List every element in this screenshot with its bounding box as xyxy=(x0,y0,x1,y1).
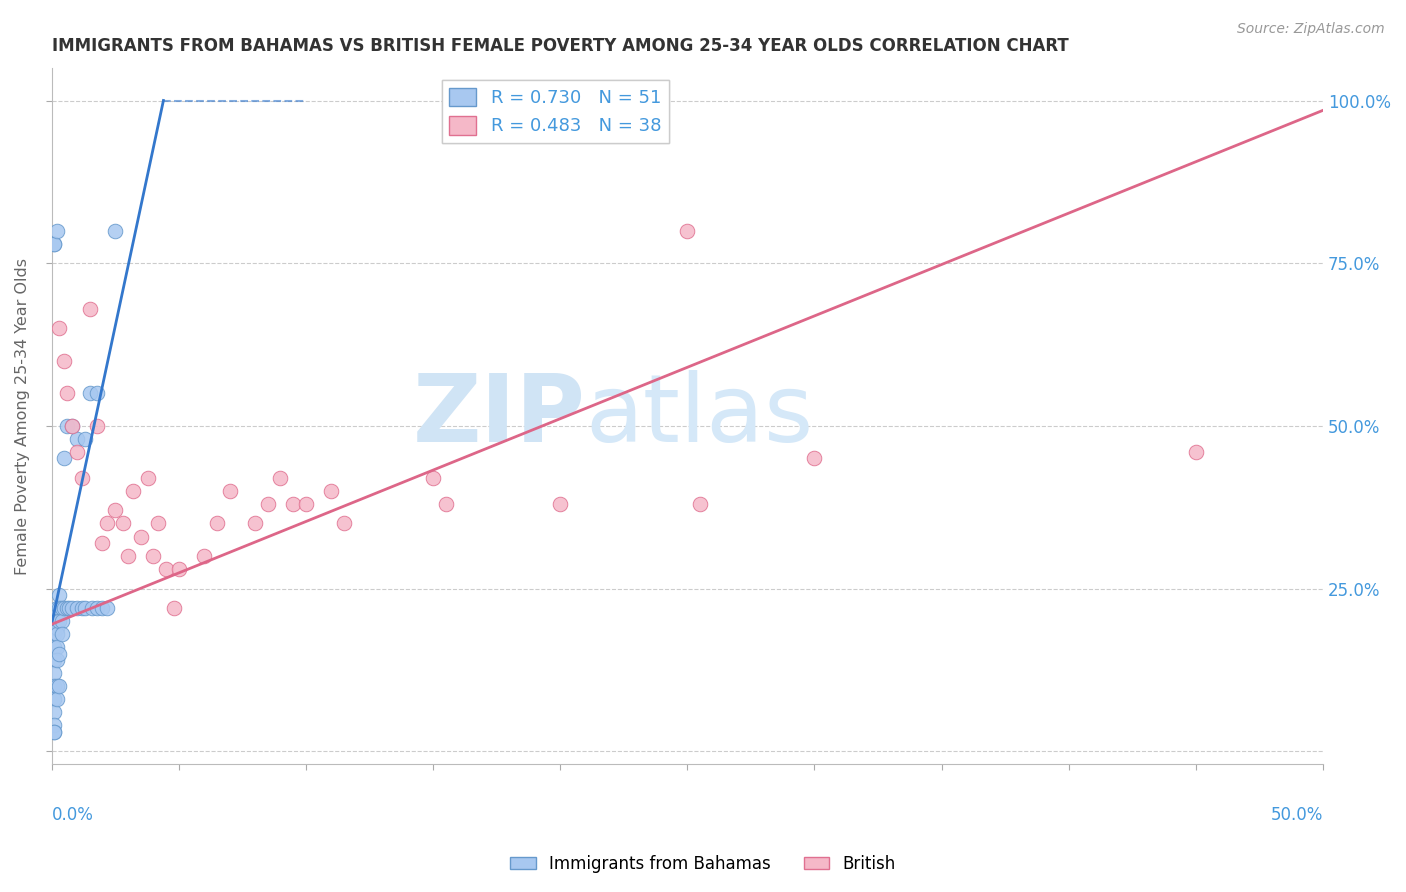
Point xyxy=(70,471,93,485)
Point xyxy=(155,562,177,576)
Point xyxy=(48,679,70,693)
Point xyxy=(42,653,65,667)
Point xyxy=(53,451,76,466)
Text: 50.0%: 50.0% xyxy=(1271,806,1323,824)
Point xyxy=(676,224,699,238)
Point xyxy=(122,483,145,498)
Point xyxy=(51,614,73,628)
Point xyxy=(333,516,356,531)
Point xyxy=(45,627,67,641)
Point xyxy=(66,601,89,615)
Y-axis label: Female Poverty Among 25-34 Year Olds: Female Poverty Among 25-34 Year Olds xyxy=(15,258,30,574)
Point xyxy=(48,588,70,602)
Point xyxy=(689,497,711,511)
Point xyxy=(73,432,96,446)
Point xyxy=(45,679,67,693)
Point xyxy=(269,471,291,485)
Point xyxy=(51,627,73,641)
Point xyxy=(42,692,65,706)
Legend: R = 0.730   N = 51, R = 0.483   N = 38: R = 0.730 N = 51, R = 0.483 N = 38 xyxy=(441,80,668,143)
Point xyxy=(79,386,101,401)
Point xyxy=(45,224,67,238)
Text: IMMIGRANTS FROM BAHAMAS VS BRITISH FEMALE POVERTY AMONG 25-34 YEAR OLDS CORRELAT: IMMIGRANTS FROM BAHAMAS VS BRITISH FEMAL… xyxy=(52,37,1069,55)
Point xyxy=(42,718,65,732)
Point xyxy=(73,601,96,615)
Point xyxy=(321,483,343,498)
Point xyxy=(243,516,266,531)
Point xyxy=(42,666,65,681)
Point xyxy=(167,562,190,576)
Point xyxy=(60,418,83,433)
Point xyxy=(803,451,825,466)
Point xyxy=(162,601,184,615)
Point xyxy=(148,516,170,531)
Point xyxy=(256,497,278,511)
Point xyxy=(142,549,165,563)
Point xyxy=(136,471,159,485)
Text: ZIP: ZIP xyxy=(413,370,586,462)
Point xyxy=(295,497,318,511)
Point xyxy=(82,601,104,615)
Point xyxy=(422,471,444,485)
Text: 0.0%: 0.0% xyxy=(52,806,93,824)
Point xyxy=(42,621,65,635)
Point xyxy=(53,353,76,368)
Point xyxy=(42,679,65,693)
Point xyxy=(48,321,70,335)
Point xyxy=(53,601,76,615)
Point xyxy=(434,497,457,511)
Point xyxy=(281,497,304,511)
Point xyxy=(117,549,139,563)
Point xyxy=(79,301,101,316)
Point xyxy=(42,640,65,654)
Point xyxy=(91,536,114,550)
Point xyxy=(48,601,70,615)
Point xyxy=(45,601,67,615)
Point xyxy=(45,621,67,635)
Point xyxy=(56,601,79,615)
Point xyxy=(56,418,79,433)
Point xyxy=(42,236,65,251)
Point xyxy=(42,614,65,628)
Point xyxy=(45,640,67,654)
Point xyxy=(129,529,152,543)
Point xyxy=(60,601,83,615)
Point xyxy=(86,386,108,401)
Point xyxy=(45,692,67,706)
Point xyxy=(51,601,73,615)
Point xyxy=(45,614,67,628)
Point xyxy=(66,445,89,459)
Legend: Immigrants from Bahamas, British: Immigrants from Bahamas, British xyxy=(503,848,903,880)
Point xyxy=(86,601,108,615)
Point xyxy=(548,497,571,511)
Point xyxy=(48,647,70,661)
Point xyxy=(218,483,240,498)
Point xyxy=(96,516,118,531)
Point xyxy=(66,432,89,446)
Point xyxy=(1185,445,1208,459)
Point xyxy=(58,601,80,615)
Point xyxy=(205,516,228,531)
Point xyxy=(42,724,65,739)
Point xyxy=(42,236,65,251)
Point xyxy=(86,418,108,433)
Point xyxy=(42,627,65,641)
Point xyxy=(70,601,93,615)
Point xyxy=(48,614,70,628)
Point xyxy=(111,516,134,531)
Point xyxy=(193,549,215,563)
Point xyxy=(96,601,118,615)
Point xyxy=(104,224,127,238)
Point xyxy=(42,705,65,719)
Point xyxy=(91,601,114,615)
Text: atlas: atlas xyxy=(586,370,814,462)
Text: Source: ZipAtlas.com: Source: ZipAtlas.com xyxy=(1237,22,1385,37)
Point xyxy=(45,607,67,622)
Point xyxy=(60,418,83,433)
Point xyxy=(104,503,127,517)
Point xyxy=(42,724,65,739)
Point xyxy=(56,386,79,401)
Point xyxy=(45,653,67,667)
